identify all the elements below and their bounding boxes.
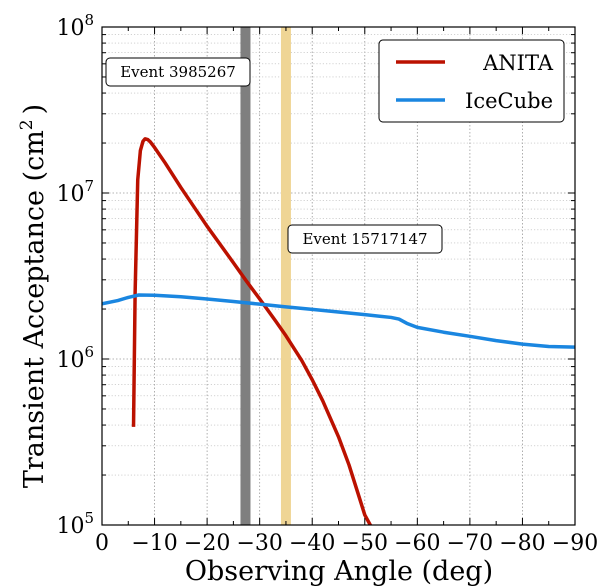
series-line-icecube [102, 293, 575, 349]
x-tick-label: 0 [95, 531, 109, 556]
y-tick-label: 107 [56, 177, 94, 207]
legend-label-anita: ANITA [482, 51, 554, 75]
event-bands [240, 27, 291, 525]
x-tick-label: −90 [552, 531, 598, 556]
y-tick-label-exponent: 6 [84, 343, 94, 361]
y-tick-label-exponent: 8 [84, 11, 94, 29]
y-axis-label-close: ) [19, 104, 50, 115]
y-tick-label-exponent: 5 [84, 509, 94, 527]
event-label-1: Event 3985267 [120, 63, 236, 81]
x-tick-label: −20 [184, 531, 230, 556]
x-tick-label: −60 [394, 531, 440, 556]
event-band-2 [280, 27, 291, 525]
x-tick-label: −70 [447, 531, 493, 556]
y-tick-label-base: 10 [56, 182, 84, 207]
series-lines [102, 137, 575, 525]
event-band-1 [240, 27, 251, 525]
event-label-box-1 [105, 57, 251, 87]
series-line-anita [131, 137, 373, 525]
y-axis-label: Transient Acceptance (cm2) [17, 104, 50, 488]
x-tick-label: −80 [499, 531, 545, 556]
y-axis-label-main: Transient Acceptance (cm [19, 130, 50, 488]
y-tick-label-exponent: 7 [84, 177, 94, 195]
y-tick-label: 106 [56, 343, 94, 373]
x-axis-label: Observing Angle (deg) [185, 556, 493, 587]
x-tick-label: −10 [131, 531, 177, 556]
event-label-2: Event 15717147 [302, 230, 427, 248]
y-tick-label: 108 [56, 11, 94, 41]
legend-label-icecube: IceCube [465, 89, 553, 113]
y-tick-label-base: 10 [56, 348, 84, 373]
legend: ANITA IceCube [378, 39, 565, 123]
event-label-box-2 [287, 224, 443, 254]
x-tick-labels: 0 −10 −20 −30 −40 −50 −60 −70 −80 −90 [95, 531, 598, 556]
event-annotations: Event 3985267 Event 15717147 [105, 57, 443, 254]
y-tick-label-base: 10 [56, 514, 84, 539]
y-axis-label-superscript: 2 [17, 119, 37, 130]
y-tick-label-base: 10 [56, 16, 84, 41]
x-tick-label: −30 [236, 531, 282, 556]
y-tick-label: 105 [56, 509, 94, 539]
axis-ticks [101, 26, 576, 526]
x-tick-label: −50 [342, 531, 388, 556]
x-tick-label: −40 [289, 531, 335, 556]
